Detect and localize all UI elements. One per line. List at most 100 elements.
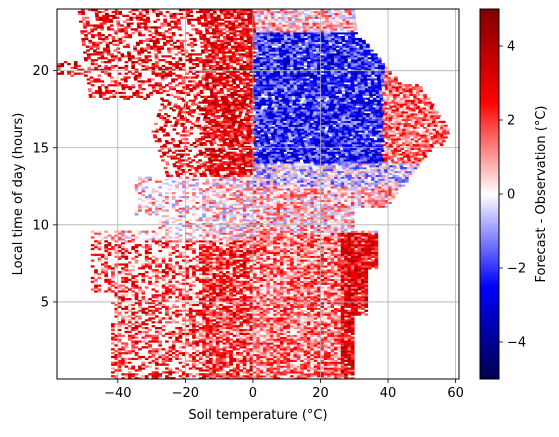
heatmap-cell	[185, 271, 190, 274]
heatmap-cell	[337, 209, 342, 212]
heatmap-cell	[317, 269, 321, 272]
heatmap-cell	[181, 305, 186, 308]
heatmap-cell	[350, 286, 355, 289]
heatmap-cell	[337, 251, 342, 255]
heatmap-cell	[334, 361, 338, 364]
heatmap-cell	[225, 222, 230, 226]
heatmap-cell	[236, 344, 240, 347]
heatmap-cell	[364, 309, 369, 312]
heatmap-cell	[171, 247, 176, 251]
heatmap-cell	[232, 307, 237, 310]
heatmap-cell	[144, 211, 149, 214]
heatmap-cell	[124, 375, 129, 378]
heatmap-cell	[279, 355, 284, 359]
heatmap-cell	[266, 278, 271, 282]
heatmap-cell	[266, 344, 271, 347]
heatmap-cell	[303, 336, 308, 339]
heatmap-cell	[347, 309, 352, 312]
heatmap-cell	[350, 319, 355, 322]
heatmap-cell	[154, 257, 159, 260]
heatmap-cell	[246, 298, 250, 301]
heatmap-cell	[94, 271, 98, 274]
heatmap-cell	[242, 319, 247, 322]
heatmap-cell	[323, 215, 328, 218]
heatmap-cell	[279, 278, 284, 282]
heatmap-cell	[138, 355, 142, 359]
heatmap-cell	[178, 294, 183, 297]
heatmap-cell	[165, 271, 169, 274]
heatmap-cell	[283, 278, 288, 282]
heatmap-cell	[229, 242, 233, 245]
heatmap-cell	[293, 298, 298, 301]
heatmap-cell	[252, 288, 257, 291]
heatmap-cell	[259, 377, 264, 379]
heatmap-cell	[252, 305, 257, 308]
heatmap-cell	[252, 355, 257, 359]
heatmap-cell	[202, 276, 206, 280]
heatmap-cell	[117, 363, 122, 366]
heatmap-cell	[249, 222, 254, 226]
heatmap-cell	[198, 255, 203, 258]
heatmap-cell	[171, 276, 176, 280]
heatmap-cell	[212, 325, 217, 328]
heatmap-cell	[121, 238, 125, 241]
heatmap-cell	[320, 265, 325, 268]
heatmap-cell	[219, 369, 223, 372]
heatmap-cell	[104, 274, 108, 278]
heatmap-cell	[94, 232, 98, 235]
heatmap-cell	[344, 246, 348, 249]
heatmap-cell	[263, 344, 267, 347]
heatmap-cell	[246, 371, 250, 374]
heatmap-cell	[347, 213, 352, 216]
heatmap-cell	[283, 255, 288, 258]
heatmap-cell	[219, 309, 223, 312]
heatmap-cell	[350, 265, 355, 268]
heatmap-cell	[175, 246, 179, 249]
heatmap-cell	[236, 340, 240, 343]
heatmap-cell	[283, 305, 288, 308]
heatmap-cell	[337, 369, 342, 372]
heatmap-cell	[127, 288, 132, 291]
heatmap-cell	[232, 373, 237, 376]
heatmap-cell	[273, 273, 277, 276]
heatmap-cell	[111, 371, 115, 374]
heatmap-cell	[317, 338, 321, 341]
heatmap-cell	[256, 375, 260, 378]
heatmap-cell	[249, 367, 254, 370]
heatmap-cell	[276, 249, 281, 253]
heatmap-cell	[350, 273, 355, 276]
heatmap-cell	[209, 294, 213, 297]
heatmap-cell	[205, 305, 210, 308]
heatmap-cell	[229, 261, 233, 264]
heatmap-cell	[286, 224, 291, 228]
heatmap-cell	[340, 280, 345, 283]
heatmap-cell	[229, 282, 233, 285]
heatmap-cell	[320, 334, 325, 337]
heatmap-cell	[283, 340, 288, 343]
heatmap-cell	[246, 224, 250, 228]
heatmap-cell	[195, 321, 200, 324]
heatmap-cell	[222, 357, 227, 361]
heatmap-cell	[313, 321, 318, 324]
heatmap-cell	[306, 340, 311, 343]
heatmap-cell	[117, 311, 122, 314]
heatmap-cell	[185, 363, 190, 366]
heatmap-cell	[354, 259, 358, 262]
heatmap-cell	[242, 334, 247, 337]
heatmap-cell	[192, 240, 196, 243]
heatmap-cell	[279, 257, 284, 260]
heatmap-cell	[239, 259, 244, 262]
heatmap-cell	[229, 263, 233, 266]
heatmap-cell	[266, 313, 271, 316]
heatmap-cell	[121, 296, 125, 299]
heatmap-cell	[279, 317, 284, 320]
heatmap-cell	[330, 292, 335, 295]
heatmap-cell	[134, 236, 139, 239]
heatmap-cell	[225, 236, 230, 239]
heatmap-cell	[219, 259, 223, 262]
heatmap-cell	[158, 207, 163, 210]
heatmap-cell	[317, 315, 321, 318]
heatmap-cell	[337, 242, 342, 245]
heatmap-cell	[171, 269, 176, 272]
heatmap-cell	[232, 359, 237, 362]
